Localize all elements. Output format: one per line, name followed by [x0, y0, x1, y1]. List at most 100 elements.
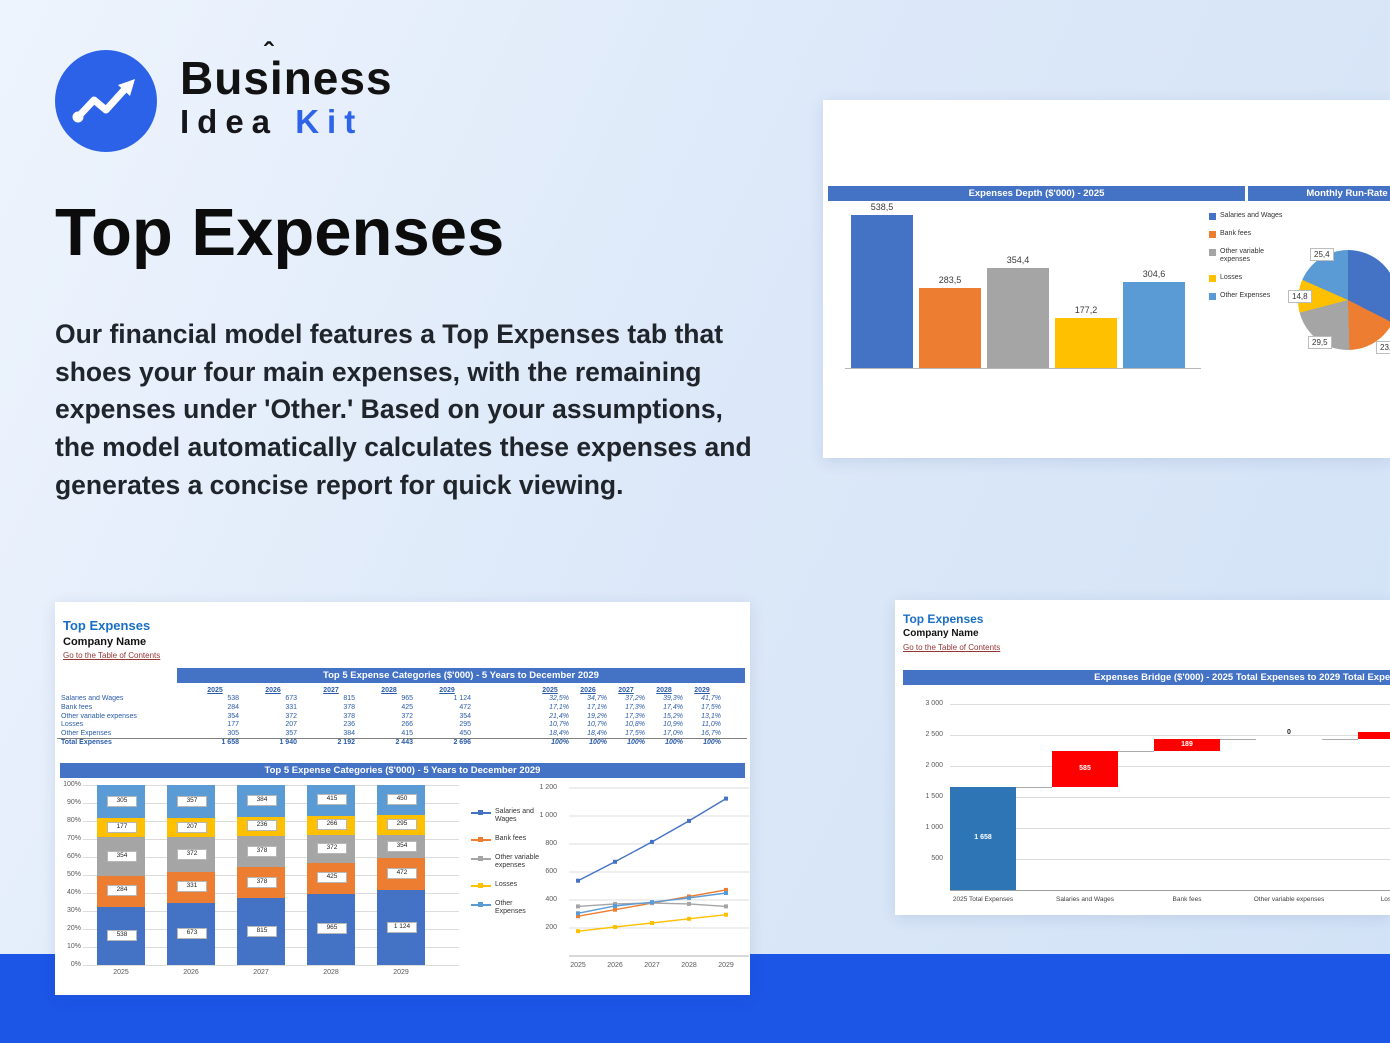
axis-label: Losses — [1380, 896, 1390, 903]
data-label: 384 — [247, 794, 277, 806]
axis-label: 2027 — [253, 969, 269, 976]
axis-label: 200 — [545, 924, 557, 931]
gridline — [950, 828, 1390, 829]
bar — [1123, 281, 1185, 368]
cell: 472 — [459, 703, 471, 711]
cell: 100% — [665, 739, 683, 747]
sheet-title: Top Expenses — [63, 618, 151, 633]
data-label: 304,6 — [1142, 268, 1166, 279]
legend-swatch — [1209, 213, 1216, 220]
data-label: 372 — [317, 842, 347, 854]
axis-label: Bank fees — [1172, 896, 1202, 903]
axis-label: 2029 — [393, 969, 409, 976]
legend-swatch — [1209, 231, 1216, 239]
trend-arrow-icon — [72, 79, 135, 123]
legend-label: Salaries and Wages — [495, 808, 534, 824]
chart-header-monthly-run-rate: Monthly Run-Rate ($'000) - 2025 — [1248, 186, 1390, 201]
axis-label: 100% — [63, 781, 81, 788]
table-row: 2025 2026 2027 2028 2029 2025 2026 2027 2028 2029 — [57, 686, 747, 695]
axis-label: 500 — [931, 854, 943, 862]
data-label: 177 — [107, 821, 137, 833]
cell: 32,5% — [549, 695, 569, 703]
connector — [1016, 787, 1052, 789]
axis-label: 400 — [545, 896, 557, 903]
axis-label: 600 — [545, 868, 557, 875]
cell: 425 — [401, 703, 413, 711]
row-label: Salaries and Wages — [61, 695, 124, 703]
expenses-depth-chart: 538,5 283,5 354,4 177,2 304,6 — [845, 198, 1201, 369]
data-label: 0 — [1287, 729, 1291, 737]
axis-label: 0% — [70, 961, 81, 968]
cell: 17,4% — [663, 703, 683, 711]
brand-word-kit: Kit — [295, 103, 364, 141]
legend-item: Salaries and Wages — [471, 808, 543, 824]
legend-item: Bank fees — [1209, 230, 1283, 239]
cell: 207 — [285, 721, 297, 729]
cell: 2029 — [694, 686, 710, 694]
cell: 10,9% — [663, 721, 683, 729]
waterfall-bar — [1154, 739, 1220, 751]
legend-item: Other Expenses — [471, 900, 543, 916]
legend-label: Other Expenses — [1220, 292, 1271, 300]
table-of-contents-link[interactable]: Go to the Table of Contents — [63, 651, 161, 660]
legend-marker — [471, 836, 491, 843]
row-label: Bank fees — [61, 703, 93, 711]
cell: 378 — [343, 703, 355, 711]
legend-square — [478, 902, 483, 908]
waterfall-bar — [950, 787, 1016, 890]
gridline — [950, 859, 1390, 860]
legend-marker — [471, 901, 491, 908]
axis-label: 2027 — [644, 962, 660, 969]
cell: 372 — [401, 712, 413, 720]
cell: 100% — [703, 739, 721, 747]
data-label: 538,5 — [870, 202, 894, 213]
legend-label: Other Expenses — [495, 900, 526, 916]
chart-header-expenses-bridge: Expenses Bridge ($'000) - 2025 Total Exp… — [903, 670, 1390, 685]
screenshot-card-depth-runrate: Expenses Depth ($'000) - 2025 Monthly Ru… — [823, 100, 1390, 458]
cell: 2 443 — [395, 739, 413, 747]
chart-header-expenses-depth: Expenses Depth ($'000) - 2025 — [828, 186, 1245, 201]
table-row: Losses 177 207 236 266 295 10,7% 10,7% 10,8% 10,9… — [57, 720, 747, 729]
cell: 13,1% — [701, 712, 721, 720]
legend-swatch — [1209, 275, 1216, 283]
connector — [1220, 739, 1256, 741]
axis-label: 1 000 — [925, 823, 943, 831]
axis-label: 80% — [66, 817, 81, 824]
table-row: Other variable expenses 354 372 378 372 354 21… — [57, 712, 747, 721]
expenses-bridge-chart: 1 658 585 189 0 — [950, 695, 1390, 891]
data-label: 331 — [177, 881, 207, 893]
screenshot-card-bridge: Top Expenses Company Name Go to the Tabl… — [895, 600, 1390, 915]
legend-item: Salaries and Wages — [1209, 212, 1283, 220]
legend-label: Other variable expenses — [1220, 248, 1264, 264]
waterfall-bar — [1358, 731, 1390, 740]
row-label: Total Expenses — [61, 739, 112, 747]
brand-name: Business Idea Kit — [180, 38, 393, 141]
axis-label: 2026 — [607, 962, 623, 969]
data-label: 450 — [387, 794, 417, 805]
data-label: 25,4 — [1310, 248, 1334, 261]
cell: 10,7% — [549, 721, 569, 729]
cell: 384 — [343, 729, 355, 737]
cell: 11,0% — [701, 721, 721, 729]
brand-word-idea-kit: Idea Kit — [180, 103, 393, 141]
cell: 1 658 — [221, 739, 239, 747]
data-label: 425 — [317, 872, 347, 884]
legend-square — [478, 883, 483, 889]
axis-label: 2025 Total Expenses — [952, 896, 1014, 903]
cell: 17,1% — [549, 703, 569, 711]
cell: 415 — [401, 729, 413, 737]
cell: 41,7% — [701, 695, 721, 703]
cell: 2027 — [323, 686, 339, 694]
data-label: 965 — [317, 923, 347, 935]
legend-item: Losses — [1209, 274, 1283, 283]
data-label: 295 — [387, 818, 417, 830]
data-label: 1 658 — [974, 834, 992, 842]
cell: 19,2% — [587, 712, 607, 720]
data-label: 14,8 — [1288, 290, 1312, 303]
legend-square — [478, 810, 483, 815]
data-label: 266 — [317, 819, 347, 831]
cell: 2027 — [618, 686, 634, 694]
table-of-contents-link[interactable]: Go to the Table of Contents — [903, 643, 1001, 652]
cell: 266 — [401, 721, 413, 729]
data-label: 378 — [247, 876, 277, 888]
